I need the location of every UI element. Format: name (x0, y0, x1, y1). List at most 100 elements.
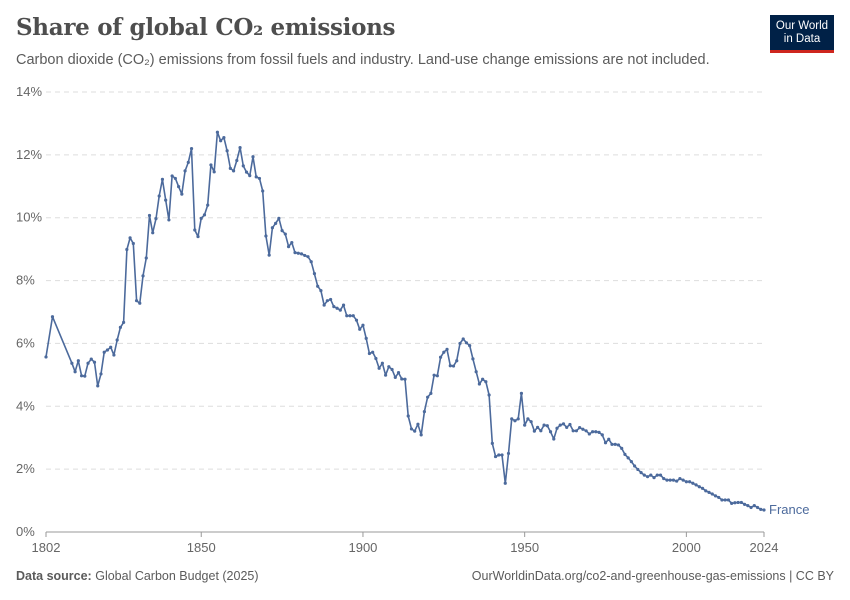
data-point (584, 429, 588, 433)
data-point (115, 338, 119, 342)
data-point (500, 453, 504, 457)
y-tick-label: 8% (16, 273, 35, 288)
data-point (186, 160, 190, 164)
data-source: Data source: Global Carbon Budget (2025) (16, 569, 259, 583)
data-point (510, 417, 514, 421)
data-point (665, 478, 669, 482)
owid-logo[interactable]: Our World in Data (770, 15, 834, 53)
data-point (723, 498, 727, 502)
data-point (170, 174, 174, 178)
data-point (70, 361, 74, 365)
data-point (413, 429, 417, 433)
data-point (545, 424, 549, 428)
data-point (177, 185, 181, 189)
data-point (620, 446, 624, 450)
data-point (481, 377, 485, 381)
series-line-france (45, 131, 765, 511)
data-point (244, 170, 249, 174)
y-tick-label: 4% (16, 398, 35, 413)
data-point (594, 430, 598, 434)
data-point (131, 241, 135, 246)
data-point (678, 476, 682, 481)
data-point (141, 274, 145, 278)
data-point (568, 422, 572, 427)
data-point (532, 429, 536, 433)
data-point (109, 345, 113, 349)
data-point (523, 423, 527, 427)
data-point (248, 174, 252, 178)
data-point (565, 425, 569, 429)
data-point (380, 361, 384, 365)
data-point (668, 478, 672, 482)
data-point (89, 357, 93, 361)
data-point (629, 460, 633, 464)
data-point (364, 336, 368, 340)
logo-line-2: in Data (783, 32, 821, 45)
data-point (633, 464, 637, 468)
data-point (526, 417, 530, 421)
chart-subtitle: Carbon dioxide (CO₂) emissions from foss… (16, 52, 710, 68)
data-point (319, 289, 323, 293)
data-point (474, 370, 478, 374)
data-point (312, 272, 317, 276)
chart-title: Share of global CO₂ emissions (16, 14, 396, 41)
data-point (742, 502, 747, 506)
data-point (189, 146, 194, 151)
data-point (733, 501, 737, 505)
data-point (73, 370, 77, 374)
data-point (400, 377, 404, 381)
data-point (290, 240, 294, 245)
data-point (96, 384, 100, 388)
data-point (345, 314, 349, 318)
data-point (105, 348, 110, 352)
data-point (329, 297, 333, 302)
data-point (607, 437, 611, 441)
data-source-value[interactable]: Global Carbon Budget (2025) (95, 569, 259, 583)
data-point (396, 371, 401, 375)
data-point (477, 382, 481, 386)
data-point (726, 498, 731, 502)
data-point (691, 481, 695, 485)
data-point (704, 489, 708, 493)
data-point (736, 500, 740, 505)
data-point (710, 492, 714, 496)
data-point (697, 485, 701, 489)
data-point (354, 318, 359, 322)
url-license[interactable]: OurWorldinData.org/co2-and-greenhouse-ga… (471, 569, 834, 583)
data-point (303, 253, 307, 258)
data-point (86, 361, 90, 365)
data-point (92, 360, 97, 364)
data-point (484, 380, 488, 384)
data-point (160, 177, 165, 181)
data-point (338, 308, 342, 312)
data-point (616, 443, 621, 447)
data-point (202, 213, 207, 217)
data-point (118, 325, 122, 329)
data-point (662, 476, 666, 481)
data-point (652, 476, 656, 480)
data-point (44, 355, 48, 359)
data-point (649, 473, 653, 477)
data-point (367, 351, 372, 356)
data-point (274, 221, 278, 225)
data-point (639, 471, 643, 475)
data-point (681, 478, 685, 482)
data-point (374, 356, 378, 361)
data-point (438, 355, 443, 359)
y-tick-label: 14% (16, 84, 42, 99)
y-tick-label: 12% (16, 147, 42, 162)
data-point (377, 366, 381, 370)
data-point (316, 284, 320, 288)
data-point (448, 364, 452, 368)
data-point (183, 169, 187, 173)
data-point (717, 495, 721, 500)
data-point (746, 504, 750, 508)
data-point (199, 216, 203, 220)
data-point (393, 375, 397, 379)
data-point (102, 350, 106, 354)
data-point (464, 341, 469, 345)
data-point (671, 478, 676, 482)
data-point (442, 350, 446, 354)
data-point (173, 176, 177, 181)
data-point (325, 299, 329, 303)
